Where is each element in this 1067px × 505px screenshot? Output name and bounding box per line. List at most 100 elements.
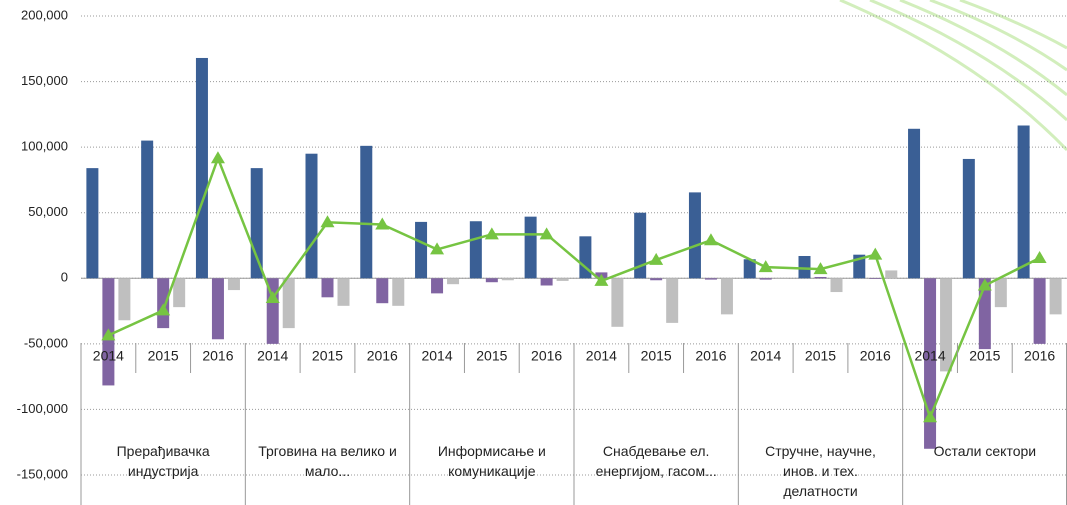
bar: [869, 278, 882, 279]
group-label: Стручне, научне, инов. и тех. делатности: [765, 443, 876, 499]
line-marker: [923, 410, 938, 423]
bar: [1049, 278, 1062, 315]
line-marker: [813, 262, 828, 275]
bar: [666, 278, 679, 323]
x-tick-label: 2015: [641, 348, 672, 364]
bar: [282, 278, 295, 329]
bar: [704, 278, 717, 280]
bar: [86, 168, 99, 279]
line-marker: [758, 260, 773, 273]
bar: [814, 276, 827, 279]
y-tick-label: 100,000: [21, 139, 68, 154]
bar: [1017, 125, 1030, 279]
y-tick-label: -50,000: [24, 335, 68, 350]
line: [107, 154, 1041, 421]
x-tick-label: 2014: [421, 348, 452, 364]
group-label: Снабдевање ел. енергијом, гасом...: [596, 443, 717, 479]
bar: [556, 278, 569, 281]
y-tick-label: 50,000: [28, 204, 68, 219]
bar: [978, 278, 991, 350]
bar: [634, 212, 647, 279]
line-marker: [320, 215, 335, 228]
x-tick-label: 2015: [476, 348, 507, 364]
line-marker: [430, 242, 445, 255]
x-tick-label: 2016: [860, 348, 891, 364]
x-tick-label: 2016: [531, 348, 562, 364]
line-marker: [868, 247, 883, 260]
x-tick-label: 2016: [202, 348, 233, 364]
bar: [775, 278, 788, 279]
bar: [305, 153, 318, 279]
bar: [173, 278, 186, 308]
x-tick-label: 2014: [93, 348, 124, 364]
group-label: Прерађивачка индустрија: [117, 443, 210, 479]
line-marker: [539, 227, 554, 240]
bar: [431, 278, 444, 294]
bar: [524, 216, 537, 279]
bar: [908, 128, 921, 279]
x-tick-label: 2015: [969, 348, 1000, 364]
y-tick-label: 150,000: [21, 73, 68, 88]
bar: [250, 168, 263, 279]
x-tick-label: 2014: [750, 348, 781, 364]
line-marker: [977, 278, 992, 291]
line-marker: [1032, 250, 1047, 263]
bar: [759, 278, 772, 280]
bar: [227, 278, 240, 291]
bar: [650, 278, 663, 281]
line-marker: [375, 217, 390, 230]
x-tick-label: 2014: [257, 348, 288, 364]
bar: [141, 140, 154, 279]
decoration: [839, 0, 1067, 152]
bar: [360, 145, 373, 279]
group-label: Трговина на велико и мало...: [258, 443, 397, 479]
x-tick-label: 2016: [1024, 348, 1055, 364]
bar: [447, 278, 460, 285]
line-marker: [649, 252, 664, 265]
x-tick-label: 2016: [367, 348, 398, 364]
bar: [688, 192, 701, 279]
bar: [469, 221, 482, 279]
bar: [830, 278, 843, 293]
x-tick-label: 2015: [805, 348, 836, 364]
bar: [211, 278, 224, 340]
bar: [798, 255, 811, 279]
bar: [962, 158, 975, 279]
line-marker: [101, 328, 116, 341]
bar: [720, 278, 733, 315]
bar: [118, 278, 131, 321]
bar: [376, 278, 389, 304]
bar: [611, 278, 624, 327]
group-label: Остали сектори: [934, 443, 1037, 459]
line-marker: [265, 290, 280, 303]
bar: [337, 278, 350, 306]
bar: [501, 278, 514, 281]
group-label: Информисање и комуникације: [438, 443, 546, 479]
bar: [157, 278, 170, 329]
line-marker: [210, 151, 225, 164]
line-marker: [156, 303, 171, 316]
x-tick-label: 2015: [312, 348, 343, 364]
x-tick-label: 2015: [148, 348, 179, 364]
bar: [195, 57, 208, 279]
bar: [321, 278, 334, 298]
bar: [415, 221, 428, 279]
line-marker: [594, 273, 609, 286]
line-marker: [484, 227, 499, 240]
bar: [579, 236, 592, 279]
x-tick-label: 2016: [695, 348, 726, 364]
x-tick-label: 2014: [914, 348, 945, 364]
bar: [485, 278, 498, 283]
y-tick-label: 200,000: [21, 7, 68, 22]
bar: [540, 278, 553, 286]
bar: [940, 278, 953, 372]
x-tick-label: 2014: [586, 348, 617, 364]
bar: [392, 278, 405, 306]
bar: [743, 259, 756, 279]
bar: [1033, 278, 1046, 344]
bar: [994, 278, 1007, 308]
y-tick-label: -100,000: [17, 401, 68, 416]
bar: [885, 270, 898, 279]
line-marker: [703, 233, 718, 246]
